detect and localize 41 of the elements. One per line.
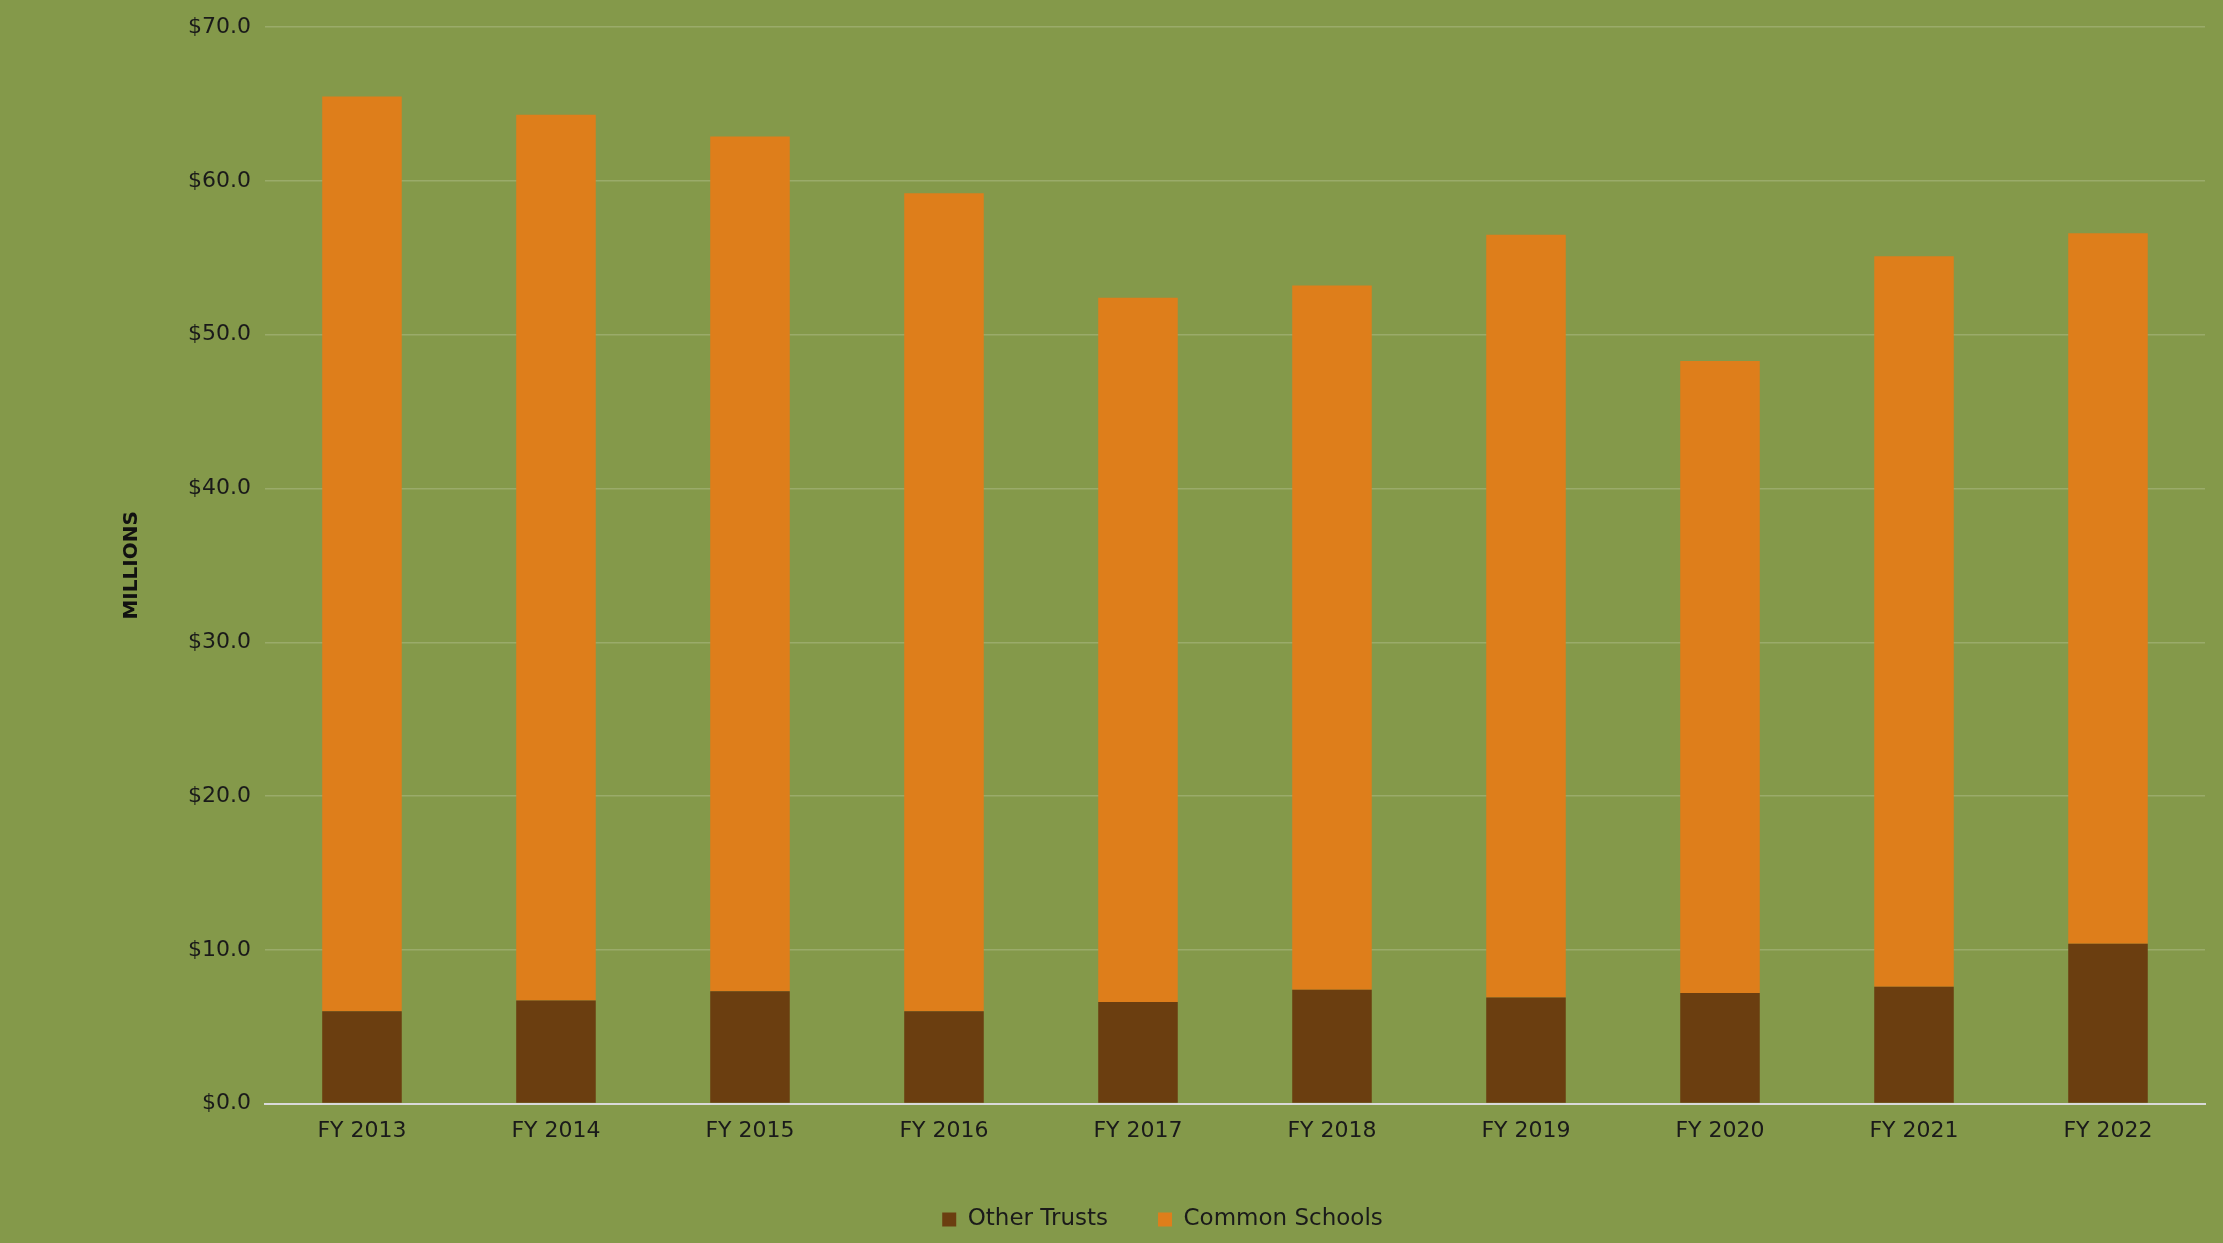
x-tick-label: FY 2018 [1287,1116,1377,1142]
legend-label: Other Trusts [967,1204,1109,1231]
x-tick-label: FY 2020 [1675,1116,1765,1142]
x-tick-label: FY 2014 [511,1116,601,1142]
bar [322,96,402,1012]
bar [710,136,790,992]
bar [1874,256,1954,987]
bar [322,1011,402,1103]
y-tick-label: $10.0 [188,935,251,961]
bar [1292,285,1372,990]
bar [1486,997,1566,1103]
y-axis-title: MILLIONS [118,511,143,620]
bar [1098,297,1178,1003]
x-tick-label: FY 2017 [1093,1116,1183,1142]
bar [1680,992,1760,1103]
bar [516,114,596,1001]
bar [516,1000,596,1103]
y-tick-label: $70.0 [188,12,251,38]
bar [904,193,984,1012]
x-tick-label: FY 2013 [317,1116,407,1142]
bar [1680,360,1760,993]
x-tick-label: FY 2019 [1481,1116,1571,1142]
bar [710,991,790,1103]
bar [904,1011,984,1103]
y-tick-label: $50.0 [188,320,251,346]
x-tick-label: FY 2016 [899,1116,989,1142]
bar [2068,943,2148,1103]
y-tick-label: $60.0 [188,166,251,192]
bar [1486,234,1566,998]
x-tick-label: FY 2015 [705,1116,795,1142]
bar [1292,989,1372,1103]
bar [1874,986,1954,1103]
y-tick-label: $20.0 [188,781,251,807]
legend-label: Common Schools [1183,1204,1383,1231]
y-tick-label: $40.0 [188,474,251,500]
bar [1098,1002,1178,1103]
bar [2068,233,2148,944]
y-tick-label: $0.0 [202,1089,251,1115]
x-tick-label: FY 2021 [1869,1116,1959,1142]
x-tick-label: FY 2022 [2063,1116,2153,1142]
y-tick-label: $30.0 [188,628,251,653]
